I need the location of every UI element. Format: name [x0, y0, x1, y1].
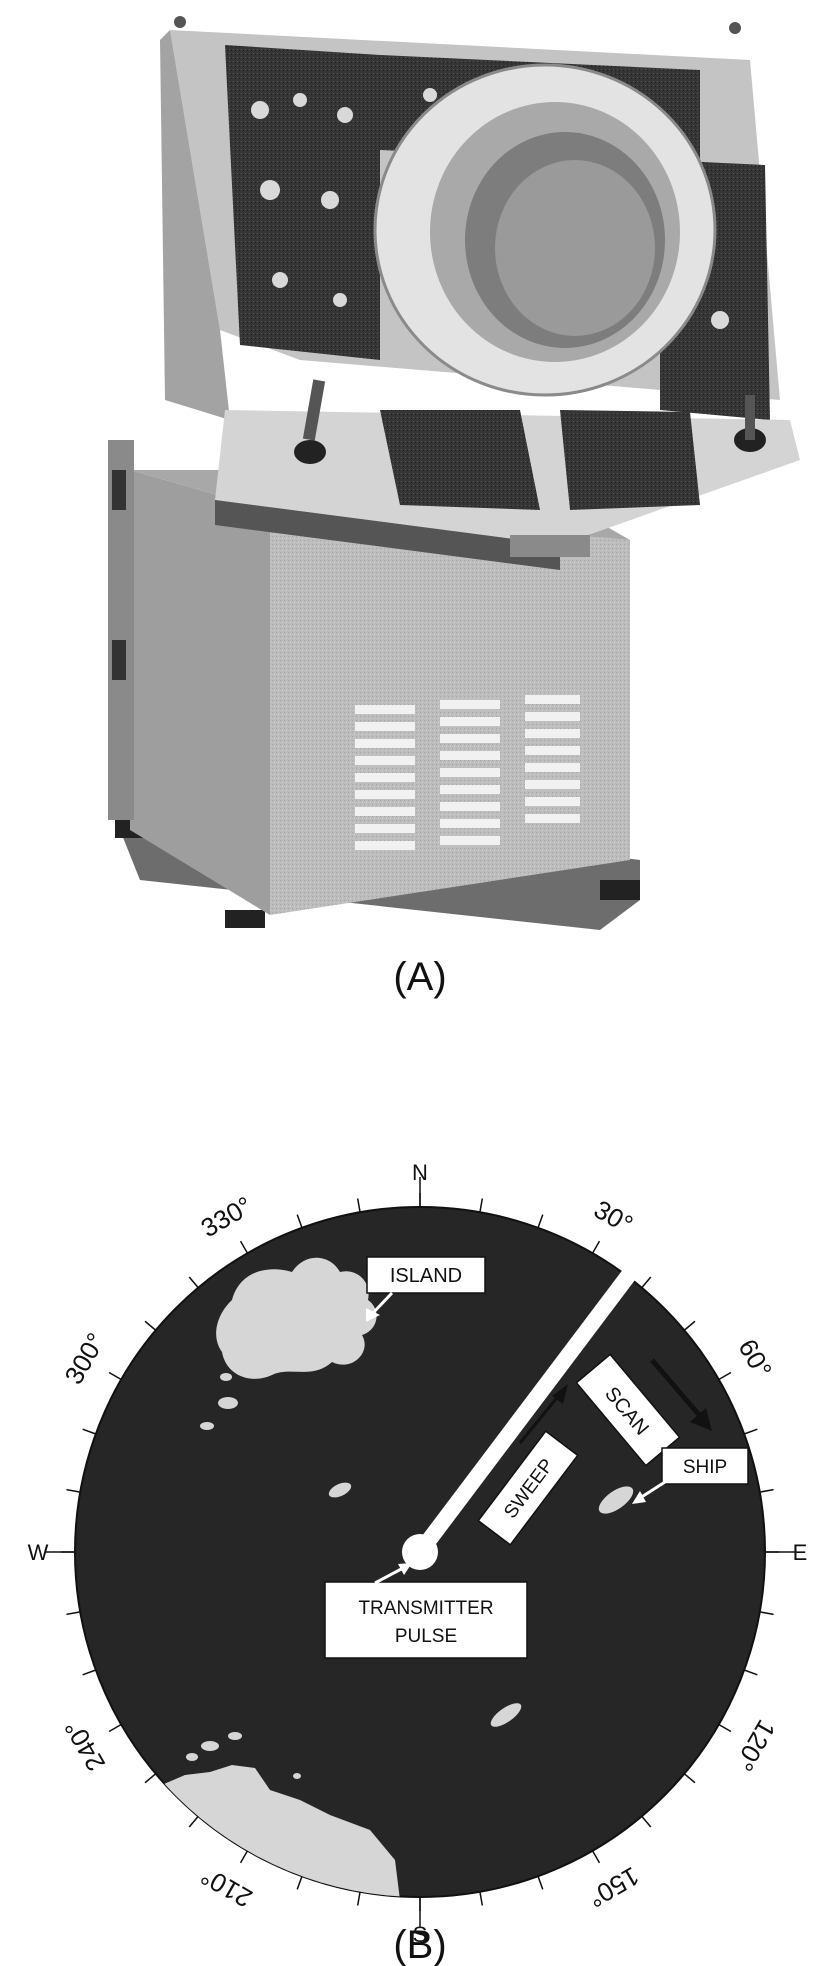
- bearing-tick: [356, 1891, 361, 1906]
- island-label: ISLAND: [390, 1265, 462, 1287]
- transmitter-pulse-callout: TRANSMITTER PULSE: [324, 1563, 528, 1659]
- scan-arrow: [650, 1358, 712, 1431]
- bearing-tick: [82, 1669, 97, 1676]
- small-echo: [328, 1482, 352, 1498]
- islet-echo: [220, 1373, 232, 1381]
- bearing-tick: [718, 1371, 732, 1381]
- bearing-tick: [537, 1214, 544, 1229]
- console-upper-housing: [160, 30, 780, 420]
- ventilation-louvres: [355, 695, 580, 850]
- bearing-tick: [144, 1773, 157, 1784]
- bearing-tick: [759, 1611, 774, 1616]
- bearing-tick: [188, 1815, 199, 1828]
- bearing-tick: [356, 1198, 361, 1213]
- small-echo: [293, 1773, 301, 1779]
- bearing-tick: [743, 1669, 758, 1676]
- bearing-tick: [66, 1488, 81, 1493]
- bearing-label-330: 330°: [196, 1190, 258, 1243]
- transmitter-pulse-dot: [402, 1534, 438, 1570]
- small-echo: [490, 1703, 522, 1727]
- bearing-tick: [239, 1240, 249, 1254]
- panel-a-label: (A): [393, 955, 446, 999]
- panel-b-label: (B): [393, 1923, 446, 1966]
- cardinal-south: S: [413, 1922, 428, 1947]
- bearing-tick: [641, 1815, 652, 1828]
- bearing-label-300: 300°: [58, 1328, 111, 1390]
- cardinal-north: N: [412, 1160, 428, 1185]
- ship-callout: SHIP: [632, 1447, 749, 1504]
- cardinal-west: W: [28, 1540, 49, 1565]
- bearing-tick: [296, 1214, 303, 1229]
- bearing-tick: [479, 1891, 484, 1906]
- bearing-tick: [743, 1428, 758, 1435]
- islet-echo: [200, 1422, 214, 1430]
- transmitter-label-line1: TRANSMITTER: [358, 1598, 493, 1619]
- bearing-tick: [108, 1371, 122, 1381]
- crt-bezel: [373, 63, 717, 397]
- shelf-panel-right: [560, 410, 700, 510]
- bearing-tick: [296, 1875, 303, 1890]
- bearing-tick: [591, 1240, 601, 1254]
- sweep-arrow: [518, 1384, 568, 1444]
- bearing-tick: [683, 1773, 696, 1784]
- bearing-tick: [239, 1850, 249, 1864]
- bearing-tick: [718, 1723, 732, 1733]
- bearing-tick: [188, 1276, 199, 1289]
- transmitter-label-line2: PULSE: [395, 1626, 457, 1647]
- bearing-label-210: 210°: [196, 1861, 258, 1914]
- bearing-label-120: 120°: [729, 1715, 782, 1777]
- ship-echo: [598, 1486, 634, 1514]
- bearing-label-60: 60°: [732, 1334, 778, 1383]
- bearing-label-240: 240°: [58, 1715, 111, 1777]
- sweep-trace: [402, 1265, 639, 1570]
- bearing-tick: [82, 1428, 97, 1435]
- left-control-panel: [225, 45, 380, 360]
- islet-echo: [218, 1397, 238, 1409]
- shelf-panel-left: [380, 410, 540, 510]
- bearing-tick: [537, 1875, 544, 1890]
- bearing-tick: [144, 1320, 157, 1331]
- bearing-tick: [66, 1611, 81, 1616]
- bearing-tick: [479, 1198, 484, 1213]
- cardinal-east: E: [793, 1540, 808, 1565]
- bearing-tick: [759, 1488, 774, 1493]
- bearing-tick: [683, 1320, 696, 1331]
- ppi-scope-diagram: N S E W 30° 60° 120° 150° 210° 240° 300° 330° I…: [28, 1160, 808, 1966]
- bearing-ticks: [45, 1177, 795, 1927]
- island-echo: [216, 1257, 377, 1379]
- bearing-label-150: 150°: [583, 1861, 645, 1914]
- bearing-tick: [641, 1276, 652, 1289]
- island-callout: ISLAND: [366, 1256, 486, 1322]
- ship-label: SHIP: [683, 1457, 727, 1478]
- bearing-tick: [591, 1850, 601, 1864]
- radar-console-illustration: (A): [108, 16, 800, 999]
- control-shelf: [215, 379, 800, 570]
- bearing-label-30: 30°: [589, 1194, 638, 1240]
- bearing-tick: [108, 1723, 122, 1733]
